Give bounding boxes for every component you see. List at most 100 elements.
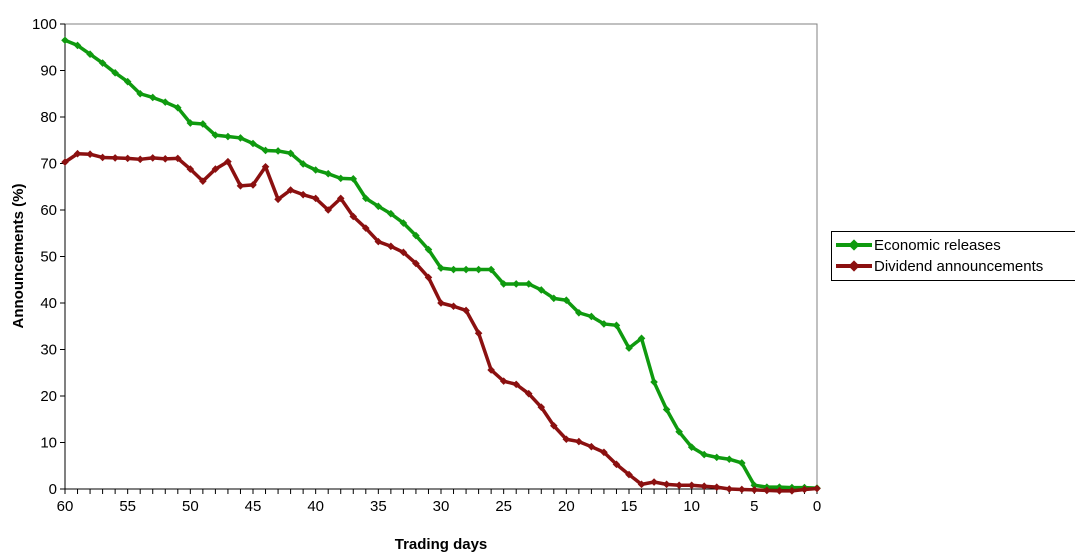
data-point — [550, 421, 558, 430]
data-point — [600, 320, 608, 328]
data-point — [211, 165, 220, 173]
data-point — [650, 478, 658, 486]
data-point — [299, 160, 307, 168]
data-point — [224, 132, 232, 141]
data-point — [249, 139, 257, 148]
data-point — [700, 450, 708, 459]
data-point — [86, 150, 94, 158]
data-point — [562, 296, 571, 305]
legend-label: Dividend announcements — [874, 257, 1044, 275]
data-point — [161, 155, 170, 163]
y-tick-label: 100 — [32, 16, 57, 33]
data-point — [324, 206, 332, 214]
y-tick-label: 20 — [40, 388, 57, 405]
data-point — [199, 120, 207, 128]
data-point — [399, 248, 408, 257]
data-point — [236, 134, 245, 142]
data-point — [161, 98, 170, 106]
y-axis: 0 10 20 30 40 50 60 70 80 90 100 — [32, 16, 66, 498]
y-tick-label: 90 — [40, 63, 57, 80]
series-layer — [61, 36, 821, 495]
data-point — [499, 377, 508, 385]
plot-area — [64, 23, 818, 490]
data-point — [123, 77, 132, 86]
data-point — [412, 259, 420, 268]
y-tick-label: 60 — [40, 202, 57, 219]
data-point — [712, 483, 721, 491]
data-point — [362, 194, 370, 203]
data-point — [687, 443, 696, 451]
legend-label: Economic releases — [874, 236, 1001, 254]
data-point — [537, 403, 546, 411]
data-point — [550, 294, 558, 303]
data-point — [86, 50, 94, 59]
data-point — [274, 147, 282, 155]
data-point — [625, 470, 633, 479]
x-tick-label: 30 — [433, 498, 450, 515]
data-point — [336, 194, 345, 203]
data-point — [299, 190, 307, 199]
data-point — [524, 280, 533, 288]
data-point — [750, 486, 759, 494]
legend-item-dividend-announcements: Dividend announcements — [836, 256, 1043, 276]
data-point — [186, 119, 195, 127]
data-point — [111, 69, 119, 77]
data-point — [462, 306, 470, 315]
data-point — [725, 455, 734, 464]
y-tick-label: 40 — [40, 295, 57, 312]
data-point — [662, 405, 671, 414]
x-tick-label: 35 — [370, 498, 387, 515]
data-point — [437, 264, 445, 272]
data-point — [61, 158, 69, 166]
data-point — [487, 265, 495, 274]
data-point — [249, 181, 257, 189]
legend-item-economic-releases: Economic releases — [836, 235, 1001, 255]
data-point — [274, 195, 282, 204]
data-point — [612, 321, 621, 330]
data-point — [136, 155, 144, 164]
data-point — [362, 224, 370, 232]
data-point — [763, 486, 771, 495]
data-point — [687, 481, 696, 490]
y-tick-label: 0 — [49, 481, 57, 498]
data-point — [738, 459, 746, 467]
x-axis-title: Trading days — [395, 536, 488, 553]
data-point — [650, 378, 658, 386]
data-point — [675, 481, 683, 490]
x-tick-label: 25 — [495, 498, 512, 515]
data-point — [637, 480, 646, 489]
data-point — [412, 231, 420, 240]
data-point — [637, 334, 646, 343]
data-point — [236, 182, 245, 190]
x-tick-label: 50 — [182, 498, 199, 515]
data-point — [524, 389, 533, 398]
data-point — [349, 212, 358, 221]
data-point — [474, 329, 483, 338]
x-tick-label: 40 — [307, 498, 324, 515]
data-point — [123, 154, 132, 163]
data-point — [662, 480, 671, 489]
data-point — [73, 149, 82, 158]
y-tick-label: 50 — [40, 249, 57, 266]
data-point — [800, 485, 809, 494]
data-point — [148, 154, 157, 162]
legend: Economic releases Dividend announcements — [831, 231, 1075, 281]
legend-swatch-red — [836, 258, 872, 274]
x-tick-label: 60 — [57, 498, 74, 515]
data-point — [449, 265, 458, 274]
data-point — [387, 209, 395, 218]
data-point — [424, 273, 433, 282]
data-point — [374, 237, 383, 246]
x-tick-label: 45 — [245, 498, 262, 515]
data-point — [575, 437, 583, 446]
legend-swatch-green — [836, 237, 872, 253]
data-point — [148, 93, 157, 102]
data-point — [738, 485, 746, 494]
data-point — [775, 487, 784, 495]
y-tick-label: 30 — [40, 342, 57, 359]
data-point — [324, 169, 332, 178]
data-point — [261, 162, 270, 171]
data-point — [311, 166, 320, 174]
data-point — [512, 280, 520, 288]
